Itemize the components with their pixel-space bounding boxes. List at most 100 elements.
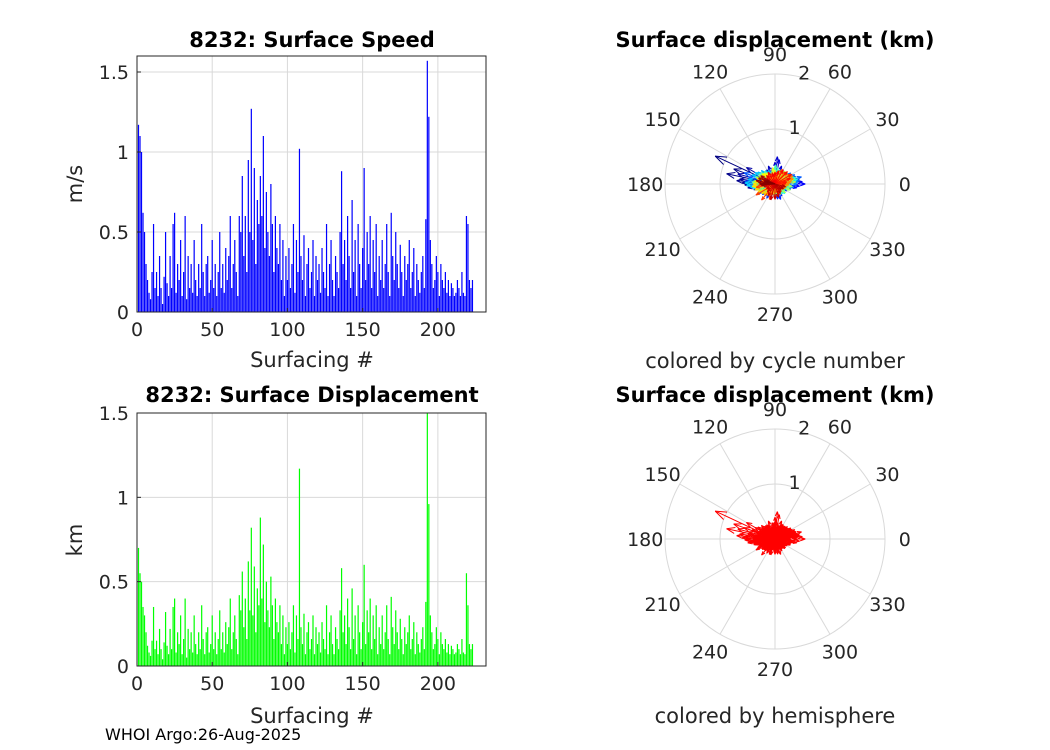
- speed-y-axis-label: m/s: [63, 165, 87, 203]
- bar: [328, 264, 331, 312]
- radial-tick-label: 2: [798, 418, 810, 440]
- arrow-head: [733, 523, 741, 530]
- bar: [198, 632, 200, 666]
- bar: [380, 644, 382, 666]
- bar: [462, 652, 465, 666]
- bar: [356, 296, 358, 312]
- bar: [214, 632, 216, 666]
- bar: [297, 272, 299, 312]
- bar: [152, 224, 155, 312]
- bar: [440, 632, 442, 666]
- bar: [291, 264, 293, 312]
- arrow-head: [747, 532, 753, 535]
- arrow-head: [761, 551, 764, 556]
- bar: [456, 280, 459, 312]
- bar: [207, 627, 209, 666]
- arrow-head: [747, 533, 753, 538]
- angle-spoke: [774, 538, 831, 635]
- bar: [443, 649, 445, 666]
- bar: [238, 216, 240, 312]
- bar: [264, 622, 266, 666]
- arrow-head: [793, 538, 798, 541]
- compass-hemisphere-subtitle: colored by hemisphere: [655, 704, 896, 728]
- bar: [294, 292, 296, 312]
- bar: [164, 232, 167, 312]
- y-tick-label: 0.5: [99, 222, 129, 244]
- bar: [453, 654, 456, 666]
- arrow-head: [779, 542, 784, 545]
- bar: [315, 256, 317, 312]
- bar: [387, 639, 389, 666]
- bar: [246, 639, 248, 666]
- bar: [208, 292, 210, 312]
- x-tick-label: 200: [420, 673, 456, 695]
- bar: [214, 264, 216, 312]
- bar: [348, 627, 350, 666]
- bar: [425, 219, 427, 312]
- bar: [428, 116, 430, 312]
- bar: [216, 296, 218, 312]
- bar: [292, 605, 295, 666]
- compass-cycle-title: Surface displacement (km): [615, 28, 934, 52]
- bar: [386, 224, 388, 312]
- arrow-head: [789, 178, 794, 182]
- arrow-head: [761, 528, 766, 531]
- bar: [154, 288, 156, 312]
- y-tick-label: 1: [117, 487, 129, 509]
- bar: [461, 639, 463, 666]
- bar: [273, 639, 275, 666]
- compass-hemisphere-arrows: [714, 510, 806, 556]
- bar: [174, 212, 176, 312]
- arrow-head: [781, 191, 786, 194]
- bar: [366, 232, 368, 312]
- compass-hemisphere-chart: Surface displacement (km) 0 30 60 90 120 150 1…: [615, 383, 934, 728]
- bar: [405, 280, 407, 312]
- displacement-ticks: 0 50 100 150 200 0 0.5 1 1.5: [99, 403, 456, 695]
- bar: [337, 288, 340, 312]
- bar: [177, 264, 179, 312]
- arrow-head: [714, 155, 724, 165]
- bar: [312, 615, 314, 666]
- displacement-arrow: [765, 180, 776, 185]
- bar: [291, 632, 293, 666]
- displacement-arrow: [774, 538, 780, 553]
- speed-x-axis-label: Surfacing #: [250, 348, 374, 372]
- bar: [250, 527, 252, 666]
- bar: [407, 632, 409, 666]
- bar: [325, 605, 328, 666]
- bar: [464, 296, 466, 312]
- bar: [450, 283, 453, 312]
- bar: [306, 632, 308, 666]
- arrow-head: [764, 525, 769, 529]
- bar: [443, 288, 445, 312]
- arrow-head: [767, 171, 772, 176]
- displacement-arrow: [767, 171, 776, 185]
- bar: [313, 654, 316, 666]
- arrow-head: [776, 542, 782, 546]
- arrow-head: [758, 536, 763, 539]
- arrow-head: [773, 167, 777, 172]
- arrow-head: [715, 510, 728, 513]
- bar: [247, 160, 249, 312]
- bar: [174, 598, 176, 666]
- bar: [347, 598, 349, 666]
- bar: [295, 240, 298, 312]
- bar: [431, 264, 433, 312]
- bar: [166, 645, 168, 666]
- speed-chart-title: 8232: Surface Speed: [189, 28, 435, 52]
- bar: [207, 256, 209, 312]
- bar: [357, 605, 359, 666]
- bar: [192, 292, 194, 312]
- bar: [229, 216, 231, 312]
- bar: [256, 200, 258, 312]
- bar: [235, 639, 237, 666]
- bar: [303, 235, 305, 312]
- arrow-head: [736, 535, 744, 540]
- bar: [187, 628, 189, 666]
- arrow-head: [797, 531, 802, 536]
- displacement-arrow: [766, 175, 776, 185]
- bar: [283, 654, 286, 666]
- angle-tick-label: 300: [822, 641, 858, 663]
- bar: [395, 232, 397, 312]
- bar: [265, 581, 267, 666]
